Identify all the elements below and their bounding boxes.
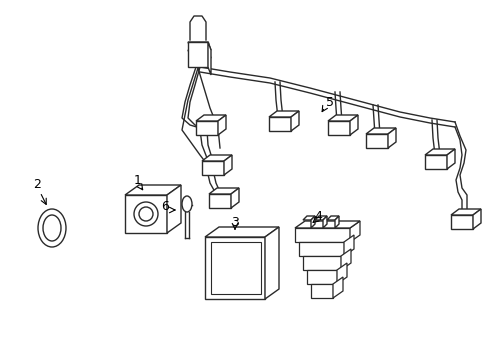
Text: 3: 3 xyxy=(231,216,239,229)
Polygon shape xyxy=(306,270,336,284)
Polygon shape xyxy=(349,115,357,135)
Text: 5: 5 xyxy=(325,96,333,109)
Polygon shape xyxy=(290,111,298,131)
Polygon shape xyxy=(424,149,454,155)
Polygon shape xyxy=(187,50,210,58)
Polygon shape xyxy=(298,242,343,256)
Polygon shape xyxy=(323,216,326,228)
Polygon shape xyxy=(365,134,387,148)
Polygon shape xyxy=(327,121,349,135)
Polygon shape xyxy=(196,115,225,121)
Polygon shape xyxy=(450,215,472,229)
Polygon shape xyxy=(167,185,181,233)
Polygon shape xyxy=(303,216,314,220)
Polygon shape xyxy=(210,242,261,294)
Polygon shape xyxy=(472,209,480,229)
Ellipse shape xyxy=(139,207,153,221)
Polygon shape xyxy=(268,117,290,131)
Polygon shape xyxy=(336,263,346,284)
Polygon shape xyxy=(349,221,359,242)
Ellipse shape xyxy=(182,196,192,212)
Ellipse shape xyxy=(134,202,158,226)
Polygon shape xyxy=(264,227,279,299)
Polygon shape xyxy=(218,115,225,135)
Polygon shape xyxy=(268,111,298,117)
Polygon shape xyxy=(125,185,181,195)
Polygon shape xyxy=(294,228,349,242)
Ellipse shape xyxy=(38,209,66,247)
Polygon shape xyxy=(204,237,264,299)
Polygon shape xyxy=(230,188,239,208)
Polygon shape xyxy=(310,284,332,298)
Polygon shape xyxy=(332,277,342,298)
Polygon shape xyxy=(310,216,314,228)
Polygon shape xyxy=(314,216,326,220)
Text: 2: 2 xyxy=(33,179,41,192)
Text: 4: 4 xyxy=(313,210,321,222)
Polygon shape xyxy=(446,149,454,169)
Polygon shape xyxy=(204,227,279,237)
Polygon shape xyxy=(202,161,224,175)
Polygon shape xyxy=(202,155,231,161)
Polygon shape xyxy=(387,128,395,148)
Text: 1: 1 xyxy=(134,174,142,186)
Polygon shape xyxy=(365,128,395,134)
Polygon shape xyxy=(334,216,338,228)
Polygon shape xyxy=(208,194,230,208)
Polygon shape xyxy=(207,42,210,75)
Polygon shape xyxy=(208,188,239,194)
Polygon shape xyxy=(187,42,207,67)
Polygon shape xyxy=(343,235,353,256)
Polygon shape xyxy=(340,249,350,270)
Polygon shape xyxy=(187,42,210,50)
Polygon shape xyxy=(125,195,167,233)
Polygon shape xyxy=(294,221,359,228)
Polygon shape xyxy=(196,121,218,135)
Ellipse shape xyxy=(43,215,61,241)
Polygon shape xyxy=(224,155,231,175)
Polygon shape xyxy=(326,216,338,220)
Polygon shape xyxy=(424,155,446,169)
Polygon shape xyxy=(303,256,340,270)
Text: 6: 6 xyxy=(161,201,168,213)
Polygon shape xyxy=(450,209,480,215)
Polygon shape xyxy=(327,115,357,121)
